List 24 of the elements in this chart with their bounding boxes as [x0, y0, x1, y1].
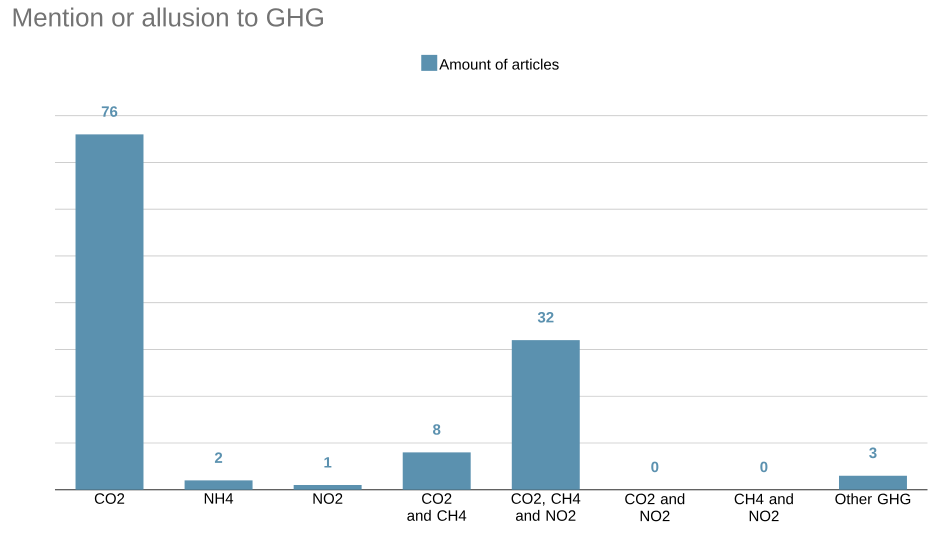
bar — [76, 134, 144, 490]
data-label: 8 — [433, 424, 440, 435]
x-tick-label: CO2 and CH4 — [407, 493, 466, 522]
data-label: 76 — [102, 106, 118, 117]
data-label: 1 — [324, 457, 332, 468]
data-label: 2 — [214, 452, 222, 463]
data-label: 0 — [760, 462, 768, 472]
bar — [512, 340, 580, 490]
bar — [184, 480, 253, 490]
x-tick-label: CO2 — [94, 493, 124, 504]
x-tick-label: CO2, CH4 and NO2 — [512, 493, 580, 522]
data-label: 0 — [651, 462, 658, 472]
x-tick-label: NH4 — [204, 493, 234, 504]
bar — [838, 476, 907, 490]
data-label: 3 — [869, 448, 877, 458]
bar — [402, 452, 471, 490]
x-tick-label: Other GHG — [835, 493, 910, 504]
chart-title: Mention or allusion to GHG — [14, 8, 323, 27]
legend-label: Amount of articles — [439, 58, 559, 70]
x-tick-label: CO2 and NO2 — [625, 493, 684, 522]
data-label: 32 — [538, 312, 554, 323]
x-tick-label: NO2 — [313, 493, 342, 504]
bar — [294, 485, 362, 490]
x-tick-label: CH4 and NO2 — [734, 493, 793, 522]
